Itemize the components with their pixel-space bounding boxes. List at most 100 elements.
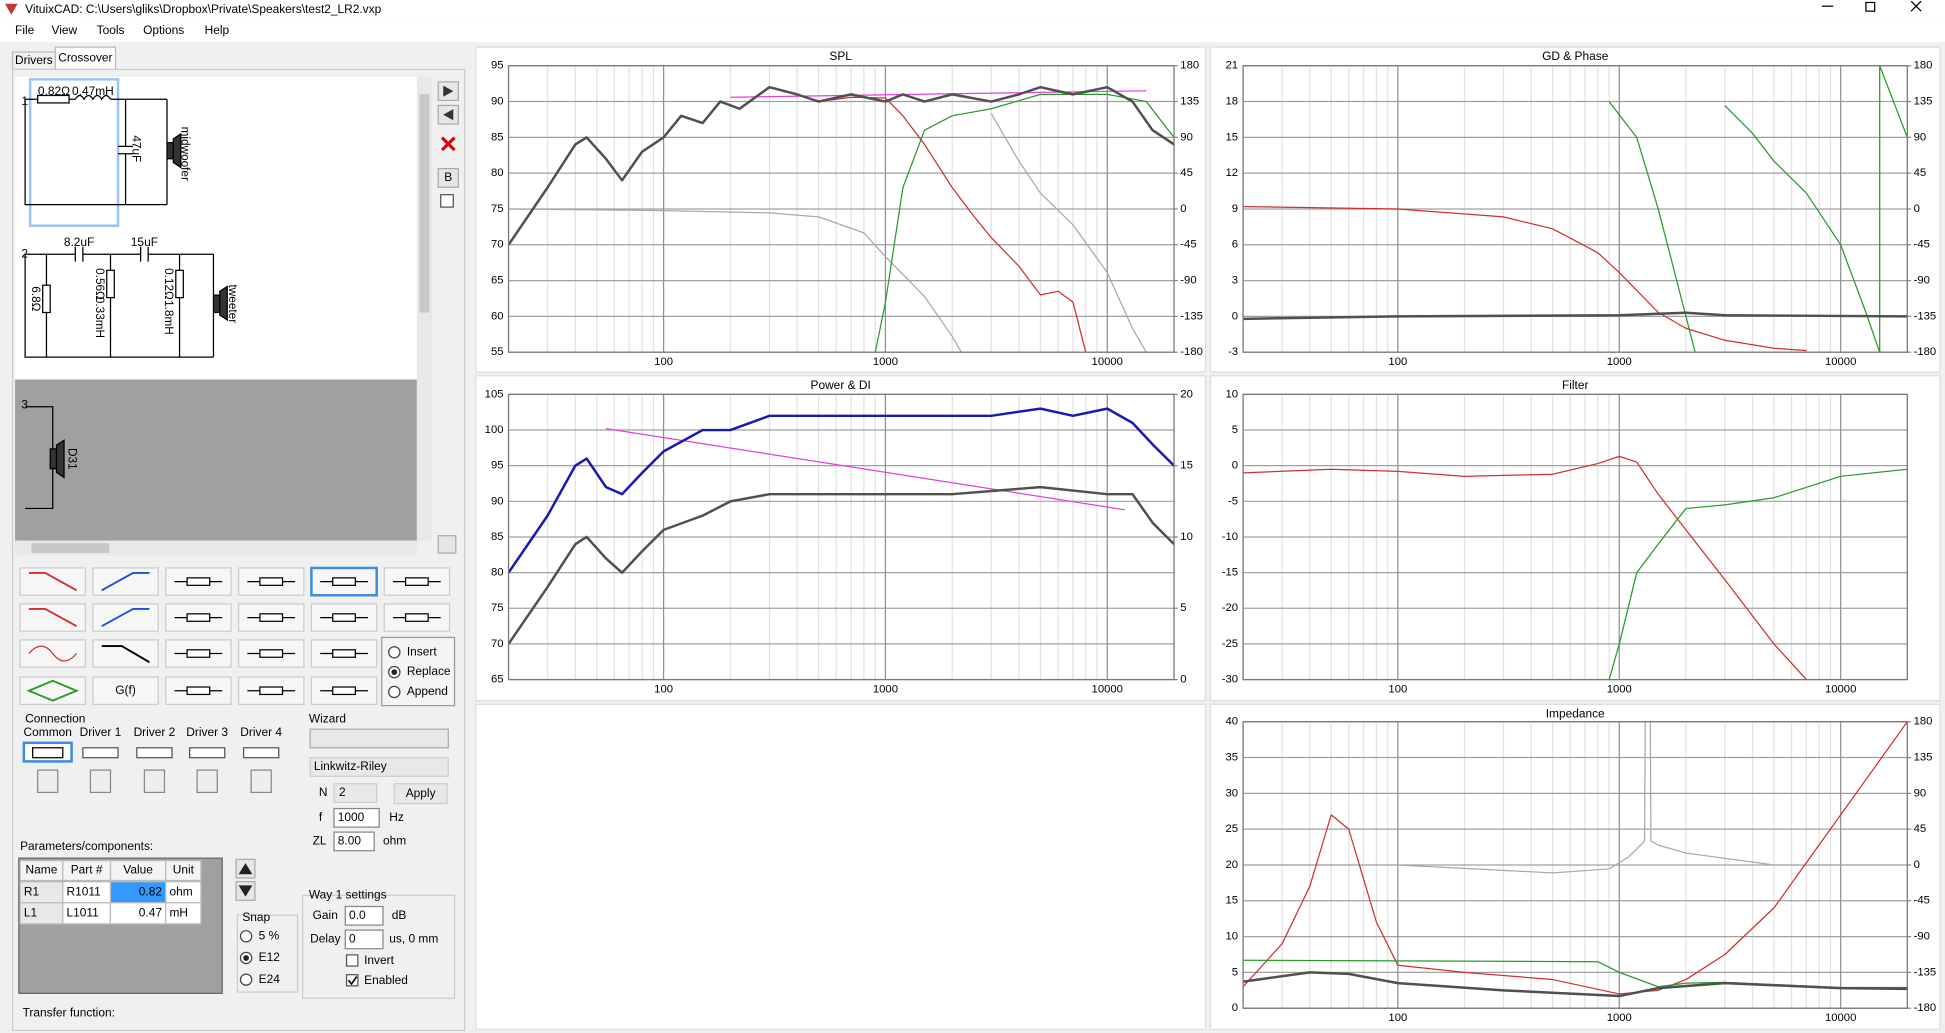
y-tick-label: 90 (491, 495, 504, 507)
fit-button[interactable] (437, 535, 457, 554)
x-tick-label: 10000 (1825, 356, 1856, 368)
connection-icon[interactable] (89, 769, 112, 794)
text-input[interactable] (333, 807, 380, 828)
enabled-checkbox[interactable] (345, 974, 359, 987)
label: 47uF (129, 135, 143, 162)
dropdown[interactable] (333, 783, 378, 803)
connection-icon[interactable] (37, 769, 59, 794)
connection-icon[interactable] (82, 747, 119, 759)
menu-item[interactable]: Tools (97, 23, 125, 37)
y-tick-label: 65 (491, 674, 504, 686)
radio-label[interactable]: 5 % (259, 928, 280, 942)
radio-dot (391, 669, 398, 675)
menu-item[interactable]: Help (205, 23, 230, 37)
connection-icon (32, 747, 64, 759)
component-icon (332, 649, 356, 658)
y-tick-label: -15 (1222, 567, 1238, 579)
y2-tick-label: -90 (1180, 275, 1196, 287)
text-input[interactable] (344, 929, 384, 950)
delete-button[interactable] (440, 136, 456, 152)
apply-button[interactable] (393, 783, 448, 805)
connection-icon[interactable] (188, 747, 226, 759)
radio-label[interactable]: Append (407, 684, 448, 698)
connection-column[interactable]: Driver 1 (80, 725, 122, 739)
connection-icon[interactable] (250, 769, 272, 794)
radio[interactable] (239, 930, 253, 943)
label: 3 (21, 398, 28, 412)
label: 2 (339, 785, 346, 799)
menu-item[interactable]: Options (143, 23, 184, 37)
y-tick-label: 21 (1226, 60, 1239, 72)
label: Gain (313, 908, 338, 922)
label: dB (392, 908, 407, 922)
arrow-icon (238, 885, 253, 897)
selected-way[interactable] (28, 78, 120, 227)
radio[interactable] (387, 646, 401, 659)
scroll-thumb[interactable] (419, 94, 430, 313)
scroll-thumb[interactable] (31, 543, 110, 554)
label: 0.82Ω (38, 84, 70, 98)
checkbox-label[interactable]: Enabled (364, 973, 408, 987)
table-header: Unit (173, 863, 195, 877)
table-cell[interactable] (165, 902, 202, 925)
connection-column[interactable]: Driver 2 (134, 725, 176, 739)
radio-label[interactable]: Replace (407, 664, 451, 678)
dropdown-text: Linkwitz-Riley (314, 759, 387, 773)
curve (605, 427, 1125, 511)
plot-frame (1242, 65, 1908, 353)
y2-tick-label: -135 (1914, 966, 1937, 978)
component-icon (332, 577, 356, 586)
y-tick-label: 85 (491, 131, 504, 143)
label: Delay (310, 932, 341, 946)
apply-label[interactable]: Apply (406, 786, 436, 800)
menu-item[interactable]: View (51, 23, 77, 37)
radio[interactable] (239, 973, 253, 986)
y-tick-label: 3 (1232, 275, 1238, 287)
y2-tick-label: 90 (1914, 131, 1927, 143)
invert-checkbox[interactable] (345, 954, 359, 967)
text-input[interactable] (344, 905, 384, 926)
connection-column[interactable]: Common (24, 725, 72, 739)
y-tick-label: 60 (491, 310, 504, 322)
tab-label[interactable]: Drivers (15, 53, 53, 67)
dropdown[interactable] (309, 757, 449, 777)
x-tick-label: 10000 (1825, 1012, 1856, 1024)
b-button-label[interactable]: B (444, 170, 452, 184)
y2-tick-label: 0 (1914, 203, 1920, 215)
b-button[interactable] (437, 168, 459, 188)
connection-icon[interactable] (136, 747, 173, 759)
y2-tick-label: 20 (1180, 388, 1193, 400)
menu-item[interactable]: File (15, 23, 35, 37)
connection-column[interactable]: Driver 3 (186, 725, 228, 739)
y2-tick-label: 135 (1914, 96, 1933, 108)
app-icon (5, 3, 18, 15)
restore-button[interactable] (1865, 1, 1876, 12)
component-icon (332, 613, 356, 622)
horizontal-scrollbar[interactable] (15, 540, 417, 556)
gf-button-label[interactable]: G(f) (115, 683, 136, 697)
connection-icon[interactable] (143, 769, 166, 794)
y-tick-label: -5 (1228, 495, 1238, 507)
tab-label[interactable]: Crossover (58, 50, 112, 64)
filter-icon (28, 645, 78, 662)
close-button[interactable] (1910, 0, 1922, 12)
label: 0.33mH (93, 297, 107, 338)
radio-label[interactable]: Insert (407, 644, 438, 658)
checkbox-label[interactable]: Invert (364, 953, 395, 967)
checkbox[interactable] (440, 194, 454, 208)
connection-column[interactable]: Driver 4 (240, 725, 282, 739)
component-button[interactable] (92, 676, 159, 705)
component-button[interactable] (92, 639, 159, 668)
connection-icon[interactable] (196, 769, 218, 794)
label: Snap (242, 910, 270, 924)
radio-label[interactable]: E24 (259, 972, 281, 986)
radio-label[interactable]: E12 (259, 950, 280, 964)
text-input[interactable] (333, 831, 375, 852)
connection-icon[interactable] (242, 747, 280, 759)
window-title: VituixCAD: C:\Users\gliks\Dropbox\Privat… (25, 2, 382, 16)
y-tick-label: 30 (1226, 787, 1239, 799)
radio[interactable] (387, 685, 401, 699)
arrow-icon (443, 85, 454, 97)
dropdown[interactable] (309, 728, 449, 749)
x-tick-label: 10000 (1092, 683, 1123, 695)
